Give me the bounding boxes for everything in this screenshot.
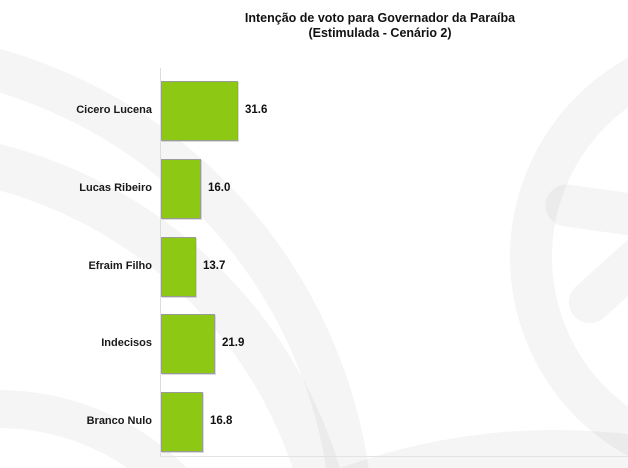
bar [161,314,215,374]
value-label: 21.9 [222,337,245,349]
bar [161,159,201,219]
chart-title: Intenção de voto para Governador da Para… [130,11,628,41]
chart-title-line2: (Estimulada - Cenário 2) [308,26,452,40]
y-axis-line [160,68,161,457]
category-label: Branco Nulo [86,415,152,427]
chart-title-line1: Intenção de voto para Governador da Para… [244,11,516,25]
value-label: 13.7 [203,260,226,272]
x-axis-line [160,456,628,457]
bar [161,81,238,141]
category-label: Lucas Ribeiro [79,182,152,194]
value-label: 16.0 [208,182,231,194]
value-label: 16.8 [210,415,233,427]
bar [161,392,203,452]
category-label: Indecisos [101,337,152,349]
category-label: Efraim Filho [88,260,152,272]
value-label: 31.6 [245,104,268,116]
bar [161,237,196,297]
category-label: Cicero Lucena [76,104,152,116]
